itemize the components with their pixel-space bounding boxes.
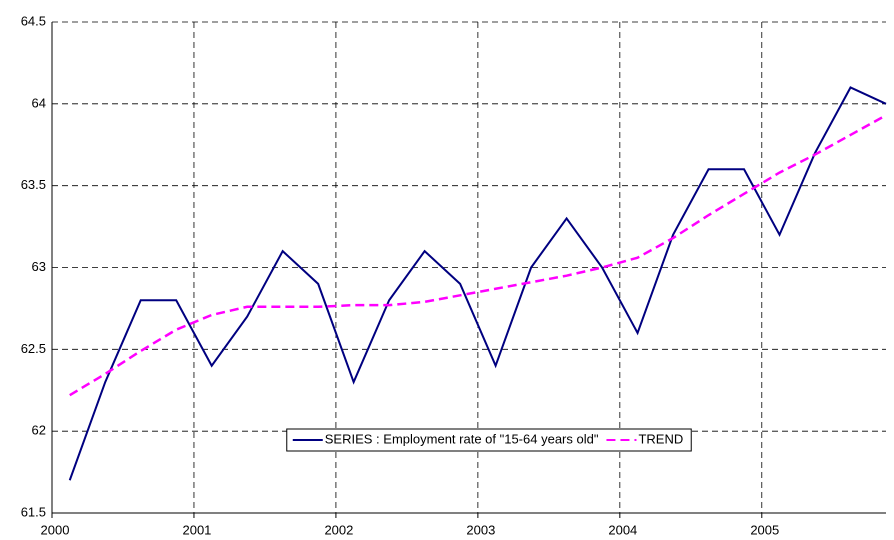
y-tick-label: 63.5 [21, 177, 46, 192]
x-tick-label: 2005 [750, 522, 779, 537]
y-tick-label: 62.5 [21, 341, 46, 356]
legend: SERIES : Employment rate of "15-64 years… [286, 428, 692, 452]
legend-label: TREND [638, 431, 683, 446]
series-line [69, 114, 887, 397]
y-tick-label: 64.5 [21, 13, 46, 28]
x-tick-label: 2003 [466, 522, 495, 537]
legend-box [286, 428, 692, 452]
x-tick-label: 2000 [41, 522, 70, 537]
series-line [68, 86, 887, 481]
y-tick-label: 64 [32, 95, 46, 110]
x-tick-label: 2004 [608, 522, 637, 537]
legend-label: SERIES : Employment rate of "15-64 years… [325, 431, 599, 446]
x-tick-label: 2002 [324, 522, 353, 537]
y-tick-label: 62 [32, 423, 46, 438]
x-tick-label: 2001 [182, 522, 211, 537]
y-tick-label: 63 [32, 259, 46, 274]
y-tick-label: 61.5 [21, 504, 46, 519]
